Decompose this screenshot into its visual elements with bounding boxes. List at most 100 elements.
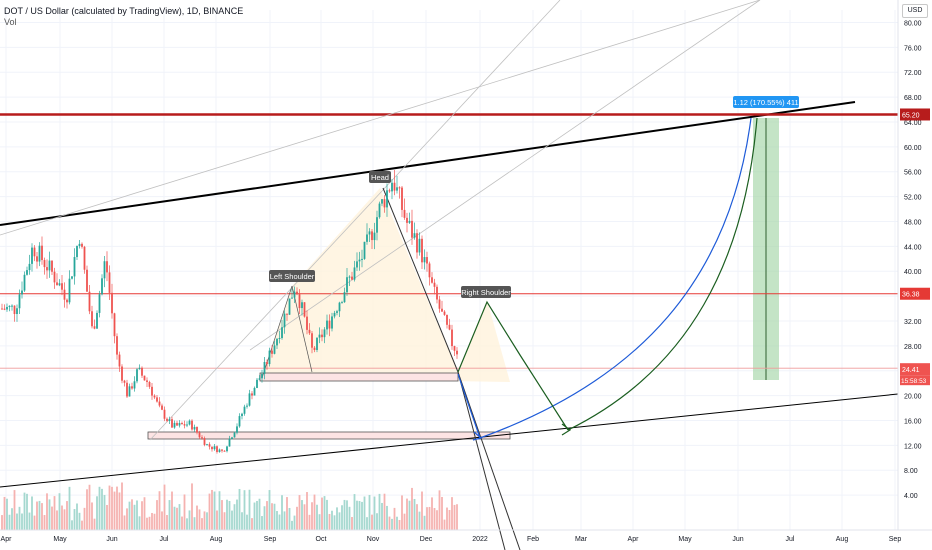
candle-body (48, 260, 51, 271)
volume-bar (358, 501, 361, 530)
price-axis: 4.008.0012.0016.0020.0024.0028.0032.0036… (897, 0, 932, 550)
volume-bar (26, 493, 28, 530)
volume-bar (141, 501, 143, 530)
currency-badge[interactable]: USD (902, 4, 928, 18)
x-tick-label: Apr (628, 536, 640, 543)
volume-bar (321, 497, 323, 530)
candle-body (323, 329, 326, 338)
volume-bar (123, 515, 126, 530)
volume-bar (148, 516, 151, 530)
volume-bar (138, 516, 141, 530)
volume-bar (396, 516, 398, 530)
y-tick-label: 72.00 (904, 70, 922, 77)
volume-bar (61, 505, 63, 530)
x-tick-label: Jun (732, 536, 743, 543)
candle-body (306, 316, 308, 330)
volume-bar (8, 514, 11, 530)
candle-body (28, 263, 31, 271)
volume-bar (366, 517, 368, 530)
candle-body (453, 346, 456, 351)
candle-body (326, 320, 328, 330)
y-tick-label: 80.00 (904, 20, 922, 27)
volume-bar (303, 504, 306, 530)
candle-body (293, 291, 296, 298)
volume-bar (63, 509, 66, 530)
y-tick-label: 64.00 (904, 120, 922, 127)
candle-body (423, 257, 426, 263)
countdown-text: 15:58:53 (901, 378, 927, 385)
volume-bar (128, 501, 131, 530)
volume-bar (403, 513, 406, 530)
volume-bar (166, 515, 168, 530)
candle-body (76, 245, 78, 258)
candle-body (346, 277, 348, 293)
volume-bar (326, 499, 328, 530)
candle-body (16, 308, 18, 315)
candle-body (368, 231, 371, 235)
volume-bar (211, 489, 213, 530)
y-tick-label: 20.00 (904, 394, 922, 401)
candle-body (63, 289, 66, 300)
volume-bar (188, 510, 191, 530)
volume-bar (263, 506, 266, 530)
candle-body (221, 449, 223, 451)
volume-bar (161, 511, 163, 530)
countdown-bg (900, 375, 930, 386)
current-price-label-bg (900, 363, 930, 376)
candle-body (223, 450, 226, 452)
volume-bar (408, 500, 411, 530)
volume-bar (38, 500, 41, 530)
candle-body (11, 305, 13, 307)
candle-body (106, 261, 108, 273)
x-tick-label: Aug (210, 536, 223, 543)
volume-bar (286, 497, 288, 530)
x-tick-label: May (53, 536, 67, 543)
candle-body (421, 238, 423, 263)
candle-body (196, 426, 198, 433)
volume-bar (218, 491, 221, 530)
candle-body (83, 246, 86, 270)
x-tick-label: Jul (160, 536, 169, 543)
candle-body (336, 311, 338, 313)
volume-bar (356, 500, 358, 530)
volume-indicator-label[interactable]: Vol (4, 17, 17, 27)
volume-bar (198, 509, 201, 530)
volume-bar (241, 512, 243, 530)
volume-bar (258, 498, 261, 530)
x-tick-label: Sep (264, 536, 277, 543)
volume-bar (168, 500, 171, 530)
candle-body (128, 386, 131, 397)
volume-bar (381, 502, 383, 530)
volume-bar (226, 499, 228, 530)
candle-body (263, 361, 266, 374)
candle-body (66, 299, 68, 303)
candle-body (433, 282, 436, 287)
volume-bar (86, 489, 88, 530)
volume-bar (58, 493, 61, 530)
candle-body (173, 422, 176, 428)
y-tick-label: 68.00 (904, 95, 922, 102)
target-label-text: 41.12 (170.55%) 4112 (729, 98, 803, 107)
volume-bar (88, 484, 91, 530)
candle-body (133, 381, 136, 389)
candle-body (413, 233, 416, 238)
volume-bar (206, 512, 208, 530)
volume-bar (96, 496, 98, 530)
candle-body (248, 393, 251, 406)
support-price-label-bg (900, 287, 930, 300)
volume-bar (323, 496, 326, 530)
candle-body (21, 290, 23, 295)
volume-bar (418, 511, 421, 530)
candle-body (351, 276, 353, 280)
volume-bar (18, 506, 21, 530)
x-tick-label: Aug (836, 536, 849, 543)
volume-bar (246, 514, 248, 530)
candle-body (116, 336, 118, 355)
volume-bar (76, 503, 78, 530)
volume-bar (1, 515, 3, 530)
volume-bar (178, 504, 181, 530)
candle-body (366, 234, 368, 242)
resistance-price-label: 65.20 (900, 108, 930, 121)
volume-bar (251, 518, 253, 530)
